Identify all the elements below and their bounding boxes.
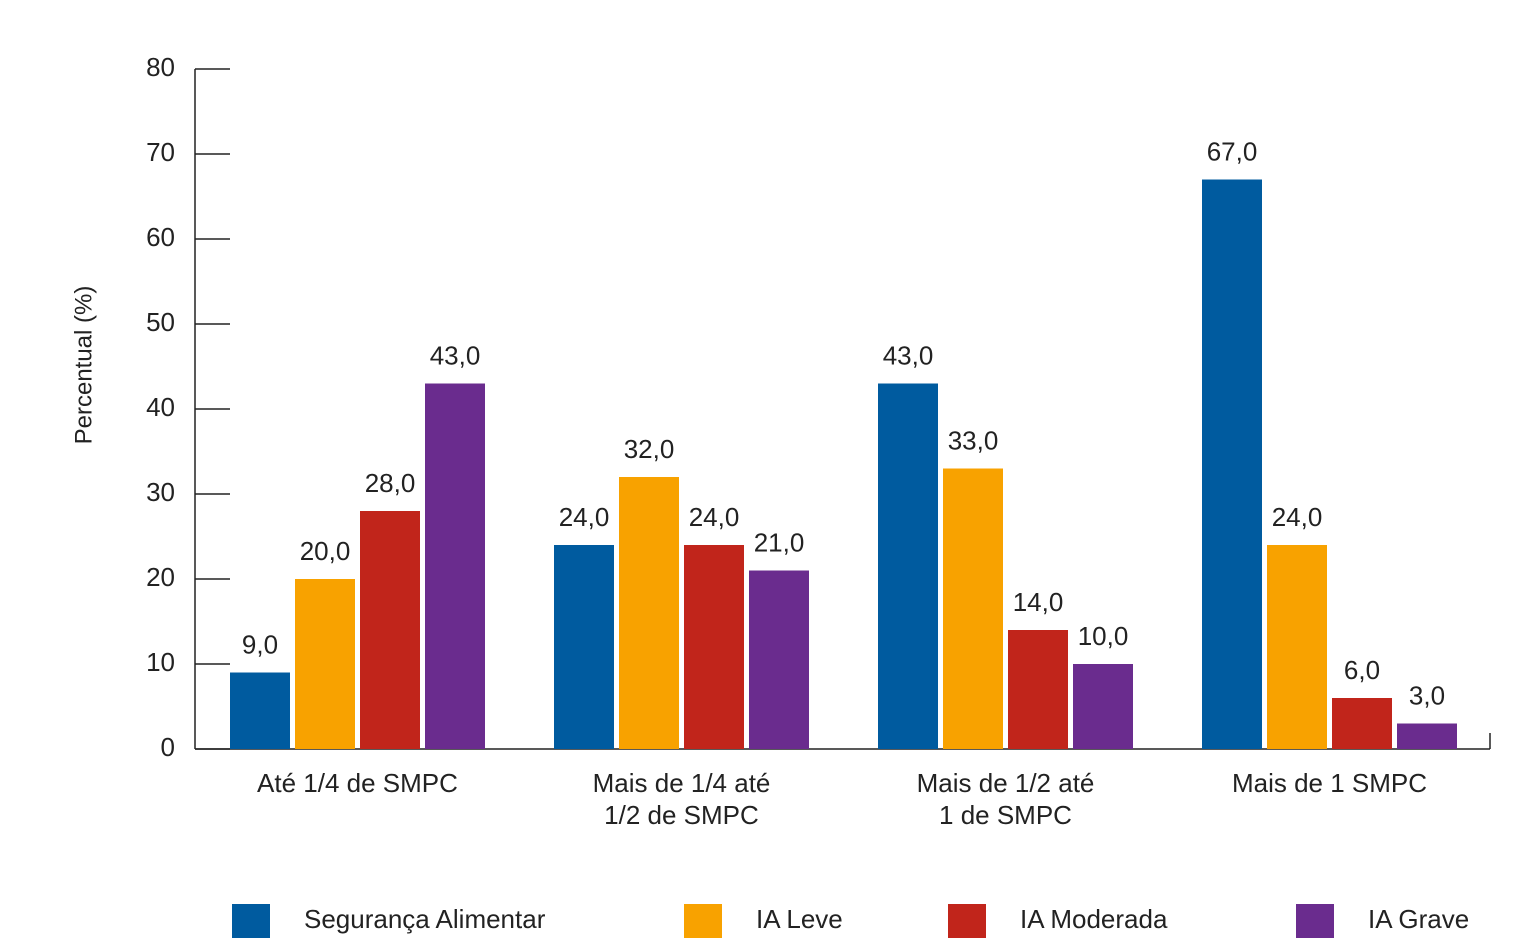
y-tick-label: 50	[146, 307, 175, 337]
legend-swatch	[232, 904, 270, 938]
data-label: 20,0	[300, 536, 351, 566]
legend-swatch	[684, 904, 722, 938]
y-tick-label: 20	[146, 562, 175, 592]
y-tick-label: 30	[146, 477, 175, 507]
data-label: 67,0	[1207, 136, 1258, 166]
bar	[878, 383, 938, 749]
y-tick-label: 70	[146, 137, 175, 167]
bar	[1073, 664, 1133, 749]
data-label: 3,0	[1409, 680, 1445, 710]
data-label: 24,0	[689, 502, 740, 532]
data-label: 24,0	[1272, 502, 1323, 532]
y-tick-label: 60	[146, 222, 175, 252]
y-tick-label: 80	[146, 52, 175, 82]
x-tick-label: Mais de 1/2 até 1 de SMPC	[917, 768, 1095, 830]
bar	[360, 511, 420, 749]
bar	[1397, 723, 1457, 749]
x-tick-label: Mais de 1/4 até 1/2 de SMPC	[593, 768, 771, 830]
bar	[554, 545, 614, 749]
data-label: 9,0	[242, 629, 278, 659]
bar	[943, 468, 1003, 749]
data-label: 33,0	[948, 425, 999, 455]
bar	[619, 477, 679, 749]
bar	[1202, 179, 1262, 749]
legend-label: IA Leve	[756, 904, 843, 934]
data-label: 32,0	[624, 434, 675, 464]
bar	[1332, 698, 1392, 749]
bar	[1267, 545, 1327, 749]
legend-label: IA Moderada	[1020, 904, 1168, 934]
bar	[425, 383, 485, 749]
bar	[749, 570, 809, 749]
data-label: 10,0	[1078, 621, 1129, 651]
x-tick-label: Até 1/4 de SMPC	[257, 768, 458, 798]
data-label: 21,0	[754, 527, 805, 557]
bar	[230, 672, 290, 749]
legend-swatch	[1296, 904, 1334, 938]
bar	[684, 545, 744, 749]
data-label: 24,0	[559, 502, 610, 532]
bar	[295, 579, 355, 749]
y-axis-label: Percentual (%)	[70, 286, 97, 445]
y-tick-label: 10	[146, 647, 175, 677]
bar	[1008, 630, 1068, 749]
data-label: 28,0	[365, 468, 416, 498]
y-tick-label: 0	[161, 732, 175, 762]
data-label: 43,0	[430, 340, 481, 370]
data-label: 43,0	[883, 340, 934, 370]
legend-label: IA Grave	[1368, 904, 1469, 934]
data-label: 6,0	[1344, 655, 1380, 685]
legend-label: Segurança Alimentar	[304, 904, 546, 934]
y-tick-label: 40	[146, 392, 175, 422]
legend-swatch	[948, 904, 986, 938]
data-label: 14,0	[1013, 587, 1064, 617]
x-tick-label: Mais de 1 SMPC	[1232, 768, 1427, 798]
